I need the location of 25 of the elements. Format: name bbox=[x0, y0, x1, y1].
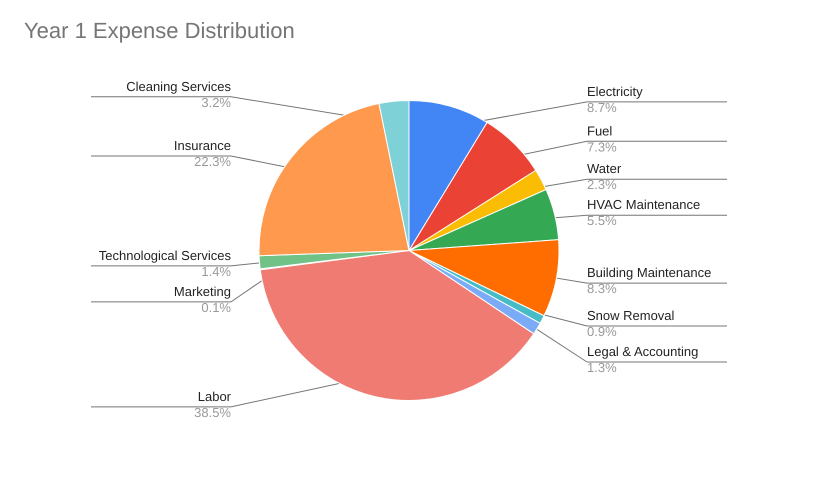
data-label: 8.3% bbox=[587, 281, 618, 296]
data-label: 1.3% bbox=[587, 360, 618, 376]
slice-label: HVAC Maintenance bbox=[587, 197, 700, 212]
slice-label: Insurance bbox=[174, 138, 231, 154]
data-label: 38.5% bbox=[194, 404, 232, 420]
data-label: 2.3% bbox=[587, 177, 618, 192]
slice-label: Electricity bbox=[587, 84, 644, 99]
data-label: 7.3% bbox=[587, 139, 618, 154]
slice-label: Marketing bbox=[174, 284, 231, 299]
data-label: 1.4% bbox=[201, 264, 232, 279]
chart-title: Year 1 Expense Distribution bbox=[24, 18, 295, 43]
data-label: 22.3% bbox=[194, 154, 232, 170]
slice-label: Labor bbox=[198, 388, 232, 404]
data-label: 3.2% bbox=[201, 94, 232, 110]
data-label: 5.5% bbox=[587, 213, 618, 228]
slice-label: Fuel bbox=[587, 123, 612, 138]
data-label: 0.1% bbox=[201, 300, 232, 315]
slice-label: Cleaning Services bbox=[126, 78, 232, 94]
slice-label: Water bbox=[587, 161, 622, 176]
slice-label: Building Maintenance bbox=[587, 265, 712, 280]
slice-label: Legal & Accounting bbox=[587, 344, 698, 360]
data-label: 0.9% bbox=[587, 324, 618, 340]
slice-label: Technological Services bbox=[98, 248, 232, 263]
data-label: 8.7% bbox=[587, 100, 618, 115]
slice-label: Snow Removal bbox=[587, 308, 675, 324]
